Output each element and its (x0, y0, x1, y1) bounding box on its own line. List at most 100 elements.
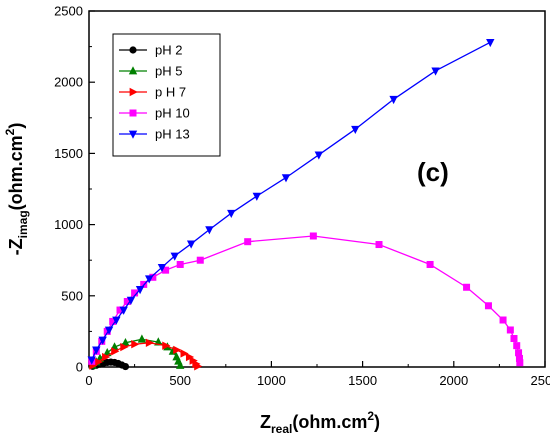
y-tick-label: 0 (76, 360, 83, 375)
x-axis-title-sub: real (271, 422, 292, 436)
x-axis-title-unit: (ohm.cm (292, 412, 367, 432)
data-point (389, 95, 398, 105)
series-2 (89, 338, 203, 371)
data-point (499, 316, 507, 324)
data-point (309, 232, 317, 240)
data-point (157, 263, 167, 273)
legend-label: pH 13 (155, 127, 190, 142)
data-point (513, 342, 521, 350)
data-point (94, 357, 103, 367)
data-point (126, 296, 136, 305)
data-point (244, 238, 252, 246)
legend-swatch-marker (128, 66, 138, 75)
data-point (92, 346, 101, 355)
x-axis-title-main: Z (260, 412, 271, 432)
y-tick-label: 2000 (54, 75, 83, 90)
legend-item: pH 10 (119, 106, 190, 121)
y-axis-title-sub: imag (16, 210, 30, 238)
data-point (196, 256, 204, 264)
x-tick-label: 2500 (531, 373, 550, 388)
data-point (506, 326, 514, 334)
data-point (173, 345, 182, 355)
data-point (162, 266, 170, 274)
data-point (252, 192, 262, 201)
data-point (431, 67, 440, 76)
data-point (170, 252, 179, 261)
x-tick-label: 1000 (257, 373, 286, 388)
data-point (351, 125, 360, 134)
data-point (131, 340, 140, 349)
y-axis-title-unit: (ohm.cm (6, 135, 26, 210)
data-point (484, 302, 492, 310)
legend-item: p H 7 (119, 85, 186, 100)
axis-ticks: 0 500 1000 1500 2000 2500 0 500 1000 1500 2000 2500 (54, 4, 550, 389)
data-point (314, 151, 324, 160)
legend: pH 2 pH 5 p H 7 pH 10 pH 13 (112, 33, 221, 157)
y-axis-title: -Zimag(ohm.cm2) (3, 123, 30, 256)
legend-item: pH 5 (119, 64, 182, 79)
y-tick-label: 1500 (54, 146, 83, 161)
legend-item: pH 2 (119, 43, 182, 58)
x-tick-label: 0 (85, 373, 92, 388)
data-point (109, 317, 117, 325)
legend-label: pH 10 (155, 106, 190, 121)
legend-swatch-marker (129, 87, 138, 97)
y-tick-label: 500 (61, 288, 83, 303)
data-point (131, 289, 139, 297)
series-layer (87, 38, 524, 371)
data-point (104, 326, 114, 335)
data-point (176, 360, 185, 369)
data-point (135, 286, 145, 295)
data-point (145, 338, 154, 347)
data-point (87, 356, 96, 365)
x-axis-title-sup: 2 (367, 409, 374, 423)
data-point (121, 337, 130, 347)
legend-items: pH 2 pH 5 p H 7 pH 10 pH 13 (119, 43, 190, 142)
data-point (98, 336, 107, 345)
chart-annotation: (c) (417, 157, 449, 187)
x-axis-title: Zreal(ohm.cm2) (260, 409, 380, 436)
legend-swatch-marker (128, 130, 138, 139)
data-point (281, 174, 291, 183)
data-point (426, 260, 434, 268)
y-tick-label: 1000 (54, 217, 83, 232)
data-point (144, 275, 154, 284)
legend-swatch-marker (129, 109, 137, 117)
data-point (149, 273, 157, 281)
x-tick-label: 1500 (348, 373, 377, 388)
data-point (463, 283, 471, 291)
y-axis-title-close: ) (6, 123, 26, 129)
x-axis-title-close: ) (374, 412, 380, 432)
data-point (186, 240, 196, 249)
data-point (180, 349, 189, 358)
data-point (162, 341, 171, 350)
data-point (515, 349, 523, 357)
data-point (111, 347, 120, 356)
data-point (137, 334, 147, 343)
data-point (103, 327, 111, 335)
data-point (123, 297, 131, 305)
data-point (194, 362, 203, 371)
y-tick-label: 2500 (54, 4, 83, 19)
data-point (227, 209, 236, 219)
legend-label: p H 7 (155, 85, 186, 100)
data-point (515, 354, 523, 362)
data-point (112, 316, 121, 325)
data-point (516, 359, 524, 367)
data-point (176, 260, 184, 268)
data-point (510, 335, 518, 343)
y-axis-title-main: -Z (6, 238, 26, 255)
data-point (121, 362, 130, 371)
data-point (116, 306, 124, 314)
y-axis-title-sup: 2 (3, 128, 17, 135)
data-point (102, 352, 111, 362)
legend-item: pH 13 (119, 127, 190, 142)
data-point (205, 226, 214, 235)
x-tick-label: 2000 (439, 373, 468, 388)
legend-label: pH 2 (155, 43, 182, 58)
legend-label: pH 5 (155, 64, 182, 79)
series-4 (87, 38, 495, 365)
data-point (120, 342, 129, 352)
legend-swatch-marker (129, 46, 137, 54)
